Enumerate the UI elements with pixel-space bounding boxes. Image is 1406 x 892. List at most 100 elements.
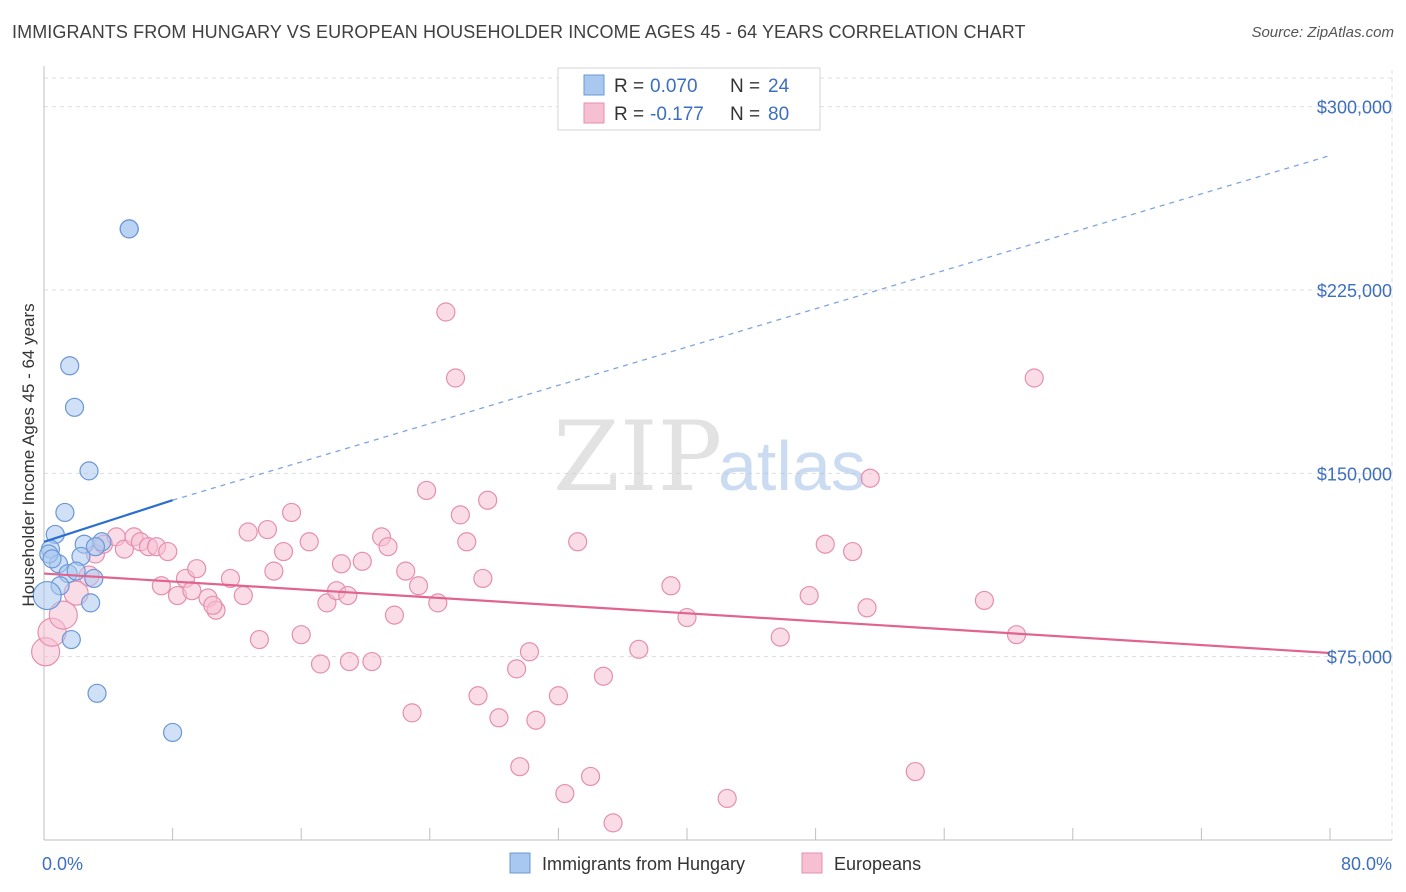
europe-point-22 <box>220 568 241 589</box>
y-tick-label-0: $75,000 <box>1327 648 1392 668</box>
europe-point-49 <box>445 368 466 388</box>
europe-point-59 <box>526 710 546 730</box>
europe-point-50 <box>450 505 470 525</box>
legend-swatch-europe <box>583 102 605 124</box>
europe-point-72 <box>842 541 863 562</box>
europe-point-24 <box>238 522 258 542</box>
europe-point-28 <box>273 541 294 562</box>
europe-point-37 <box>339 651 360 672</box>
hungary-point-5 <box>55 502 75 523</box>
bottom-legend-swatch-hungary <box>509 852 531 874</box>
hungary-point-14 <box>84 568 104 589</box>
hungary-point-20 <box>163 722 183 743</box>
europe-point-53 <box>473 568 493 589</box>
europe-point-51 <box>457 532 477 552</box>
x-tick-labels: 0.0% 80.0% <box>42 854 1392 874</box>
hungary-point-1 <box>119 219 139 239</box>
legend-bottom: Immigrants from Hungary Europeans <box>509 852 921 874</box>
europe-point-66 <box>661 576 681 596</box>
hungary-point-23 <box>85 537 106 557</box>
legend-r-value-hungary: 0.070 <box>650 76 698 97</box>
europe-point-46 <box>416 480 437 501</box>
europe-point-21 <box>203 595 223 615</box>
hungary-point-19 <box>87 683 107 703</box>
europe-point-31 <box>299 532 319 552</box>
europe-point-43 <box>396 561 416 581</box>
europe-point-68 <box>717 788 737 809</box>
legend-r-label-hungary: R = <box>614 76 644 97</box>
legend-n-value-europe: 80 <box>768 104 789 125</box>
y-axis-label: Householder Income Ages 45 - 64 years <box>19 303 38 606</box>
europe-point-52 <box>468 686 488 706</box>
hungary-point-22 <box>42 549 62 569</box>
bottom-legend-swatch-europe <box>801 852 823 874</box>
legend-r-value-europe: -0.177 <box>650 104 704 125</box>
europe-point-48 <box>436 302 456 322</box>
source-credit: Source: ZipAtlas.com <box>1251 24 1394 41</box>
europe-point-75 <box>905 761 925 782</box>
legend-n-label-hungary: N = <box>730 76 760 97</box>
europe-point-25 <box>249 629 270 650</box>
europe-point-23 <box>233 585 253 606</box>
europe-point-69 <box>770 627 790 647</box>
hungary-point-17 <box>81 593 101 613</box>
x-tick-label-0: 0.0% <box>42 854 83 874</box>
europe-point-2 <box>48 600 78 630</box>
europe-point-26 <box>257 519 278 540</box>
europe-point-55 <box>489 708 509 728</box>
europe-point-79 <box>568 532 588 552</box>
europe-trend-line <box>43 572 1331 655</box>
europe-point-60 <box>548 686 569 706</box>
hungary-point-13 <box>66 561 86 581</box>
europe-point-17 <box>187 559 207 579</box>
hungary-trend-dashed <box>172 154 1331 501</box>
europe-point-65 <box>629 639 649 659</box>
europe-point-42 <box>384 605 405 625</box>
hungary-trend-solid <box>43 499 173 543</box>
bottom-legend-label-europe: Europeans <box>834 854 921 874</box>
europe-point-58 <box>519 642 540 662</box>
trend-lines <box>43 154 1331 655</box>
europe-point-62 <box>580 766 601 787</box>
europe-point-56 <box>507 659 527 679</box>
legend-top: R = 0.070 N = 24 R = -0.177 N = 80 <box>557 67 821 131</box>
axes <box>43 66 1392 841</box>
hungary-point-3 <box>64 397 85 417</box>
watermark: ZIP atlas <box>553 401 866 513</box>
hungary-point-4 <box>79 461 99 481</box>
europe-point-30 <box>291 625 311 645</box>
europe-point-63 <box>593 666 614 686</box>
gridlines <box>44 70 1393 840</box>
europe-point-71 <box>815 534 835 554</box>
europe-point-36 <box>338 585 358 606</box>
watermark-zip: ZIP <box>553 401 722 513</box>
y-tick-label-3: $300,000 <box>1317 98 1392 118</box>
europe-point-76 <box>974 590 994 611</box>
europe-point-29 <box>281 502 302 523</box>
watermark-atlas: atlas <box>718 427 866 505</box>
hungary-point-18 <box>61 629 81 650</box>
europe-point-61 <box>555 783 575 804</box>
europe-point-45 <box>408 576 429 596</box>
chart-title: IMMIGRANTS FROM HUNGARY VS EUROPEAN HOUS… <box>12 22 1026 42</box>
legend-n-value-hungary: 24 <box>768 76 790 97</box>
europe-point-38 <box>352 551 372 571</box>
x-tick-label-1: 80.0% <box>1341 854 1392 874</box>
europe-point-73 <box>857 598 877 618</box>
legend-r-label-europe: R = <box>614 104 644 125</box>
europe-point-39 <box>362 651 382 672</box>
bottom-legend-label-hungary: Immigrants from Hungary <box>542 854 745 874</box>
europe-point-54 <box>478 490 498 510</box>
y-tick-label-2: $225,000 <box>1317 281 1392 301</box>
europe-point-32 <box>310 654 331 674</box>
europe-point-41 <box>378 537 398 557</box>
europe-point-44 <box>402 703 422 723</box>
europe-point-13 <box>158 541 178 562</box>
europe-point-18 <box>182 581 202 601</box>
y-tick-labels: $75,000 $150,000 $225,000 $300,000 <box>1317 98 1392 668</box>
legend-swatch-hungary <box>583 74 605 96</box>
europe-point-64 <box>603 813 623 833</box>
legend-n-label-europe: N = <box>730 104 760 125</box>
europe-point-70 <box>799 585 819 606</box>
